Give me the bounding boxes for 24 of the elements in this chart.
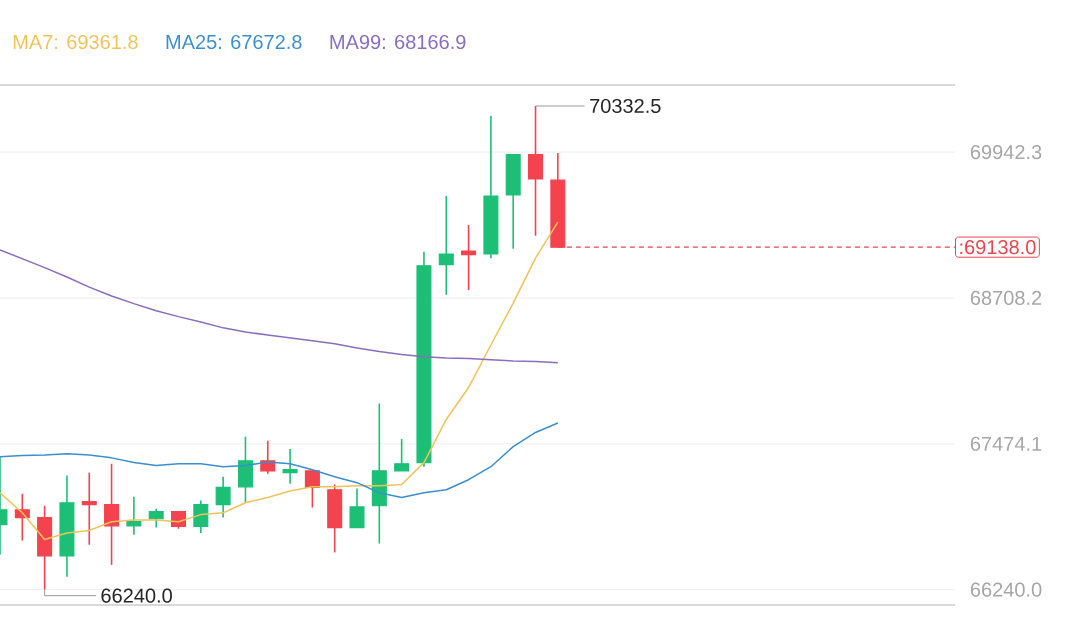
text: 70332.5 (590, 98, 661, 114)
ref-line-label: :69138.0 (960, 240, 1036, 255)
y-tick-label: 67474.1 (970, 436, 1042, 451)
candlestick (282, 448, 298, 485)
candlestick (215, 475, 231, 519)
text: MA99: 68166.9 (330, 34, 466, 50)
candlestick (461, 224, 477, 291)
text: MA25: 67672.8 (166, 34, 302, 50)
annotation: 66240.0 (101, 588, 172, 603)
candlestick (81, 471, 97, 546)
y-tick-label: 68708.2 (970, 290, 1042, 306)
candlestick (260, 439, 276, 475)
candlestick (193, 499, 209, 534)
text: MA7: 69361.8 (13, 34, 138, 50)
candlestick (148, 507, 164, 529)
line-series (0, 422, 559, 499)
candlestick (438, 195, 454, 296)
candlestick (104, 462, 120, 566)
candlestick (349, 487, 365, 529)
candlestick (394, 438, 410, 472)
line-series (0, 221, 559, 541)
candlestick (126, 496, 142, 536)
y-tick-label: 66240.0 (970, 582, 1042, 597)
y-tick-label: 69942.3 (970, 145, 1042, 160)
